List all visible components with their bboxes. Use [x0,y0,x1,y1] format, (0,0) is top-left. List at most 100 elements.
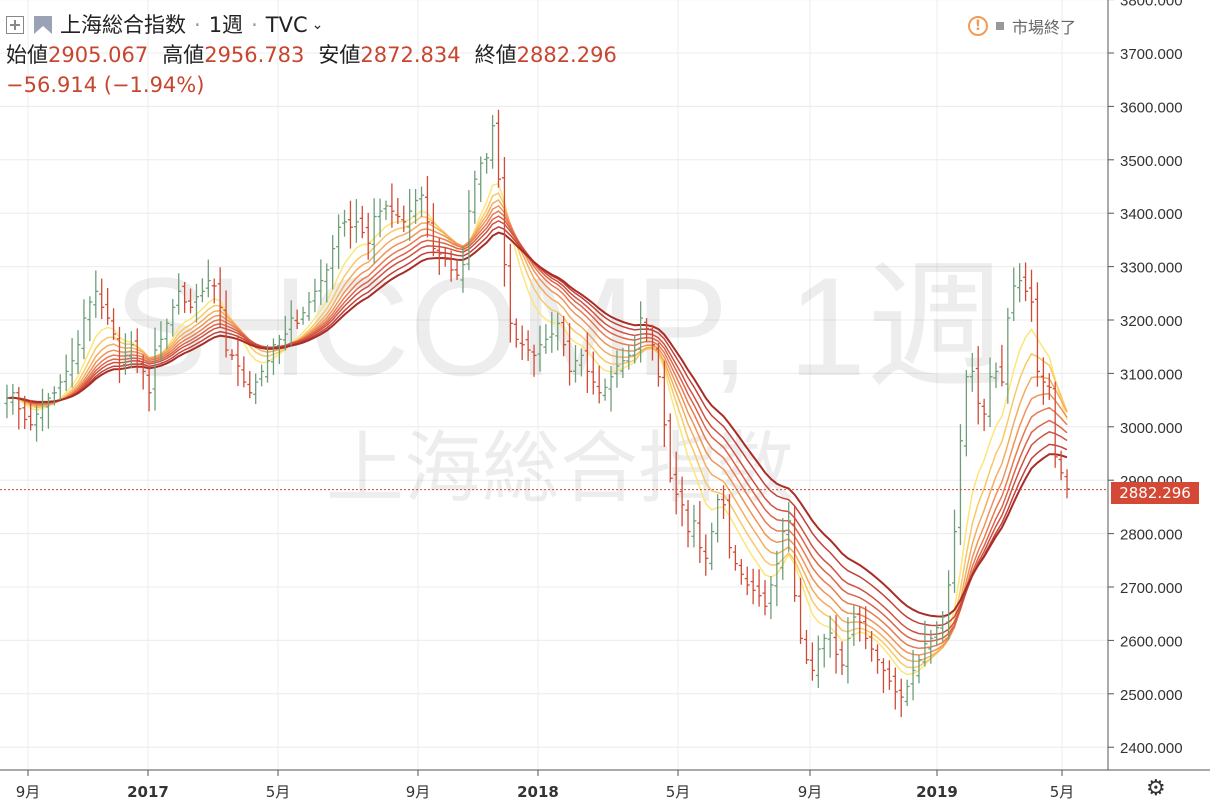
ma-line [6,215,1068,643]
ohlc-bar [1064,469,1070,499]
ohlc-bar [460,246,466,293]
ma-line [6,192,1068,669]
ohlc-bar [602,378,608,401]
time-tick-label: 5月 [666,783,691,801]
flag-icon[interactable] [34,16,52,34]
chevron-down-icon[interactable]: ⌄ [311,17,324,33]
ohlc-bar [454,259,460,281]
ohlc-bar [596,365,602,404]
time-axis-bg[interactable] [0,770,1108,806]
ohlc-bar [270,338,276,375]
price-axis[interactable]: 2400.000 2500.000 2600.000 2700.000 2800.000… [1108,0,1183,757]
open-label: 始値 [6,43,48,67]
ohlc-bar [34,405,40,442]
ohlc-bar [644,318,650,343]
ohlc-bar [963,370,969,457]
ohlc-bar [975,346,981,425]
ohlc-bar [265,344,271,383]
ohlc-bar [904,679,910,706]
ohlc-bar [199,278,205,303]
ohlc-bar [969,352,975,392]
ohlc-bar [732,545,738,571]
ohlc-bar [892,667,898,710]
exchange-label[interactable]: TVC [265,13,308,37]
ohlc-bar [638,301,644,363]
ohlc-bar [880,658,886,693]
ohlc-bar [39,388,45,432]
ohlc-bar [916,655,922,684]
open-value: 2905.067 [48,43,149,67]
ma-line [6,204,1068,656]
ohlc-bar [1023,262,1029,302]
ohlc-bar [16,386,22,430]
price-tick-label: 3300.000 [1120,260,1183,277]
ohlc-bar [780,518,786,580]
ohlc-bar [99,278,105,320]
time-tick-label: 2017 [127,783,169,801]
ohlc-bar [886,660,892,690]
ohlc-bar [1052,381,1058,468]
ohlc-bar [75,330,81,375]
price-tick-label: 2700.000 [1120,580,1183,597]
gear-icon[interactable]: ⚙ [1146,776,1166,801]
ohlc-bar [507,243,513,343]
ohlc-bar [572,345,578,383]
symbol-name[interactable]: 上海総合指数 [60,13,186,37]
ohlc-bar [525,330,531,361]
ohlc-bar [691,504,697,548]
ohlc-bar [940,611,946,642]
ohlc-bar [999,344,1005,387]
ohlc-bar [555,312,561,351]
ohlc-bar [1058,450,1064,481]
ohlc-bar [981,398,987,431]
ohlc-bar [111,308,117,340]
market-status-label: 市場終了 [1012,18,1077,37]
ohlc-bar [436,238,442,275]
ohlc-bar [430,203,436,257]
ohlc-bar [22,395,28,430]
ohlc-bar [371,198,377,264]
ohlc-bar [365,212,371,260]
ohlc-bar [845,617,851,684]
price-axis-bg[interactable] [1108,0,1210,770]
ohlc-bar [661,360,667,448]
interval-label[interactable]: 1週 [208,13,244,37]
high-value: 2956.783 [204,43,305,67]
price-tick-label: 2800.000 [1120,527,1183,544]
expand-icon[interactable] [6,16,24,34]
ohlc-bar [28,399,34,431]
ohlc-bar [140,354,146,390]
ohlc-bar [407,188,413,241]
ohlc-bar [1046,373,1052,400]
ohlc-bar [513,318,519,348]
ohlc-bar [614,350,620,388]
ohlc-bar [93,270,99,318]
price-tick-label: 2400.000 [1120,740,1183,757]
ohlc-bar [1005,307,1011,404]
ohlc-bar [182,282,188,313]
ohlc-bar [241,356,247,388]
ohlc-bar [353,199,359,243]
price-tick-label: 2600.000 [1120,633,1183,650]
ohlc-bar [756,569,762,607]
ohlc-bar [170,299,176,337]
ohlc-bar [217,267,223,328]
ohlc-bar [798,577,804,644]
ohlc-bar [910,649,916,701]
warning-icon[interactable]: ! [968,16,988,36]
ohlc-bar [531,344,537,377]
time-axis[interactable]: 9月 2017 5月 9月 2018 5月 9月 2019 5月 [16,770,1075,801]
close-value: 2882.296 [516,43,617,67]
ohlc-bar [158,321,164,363]
ohlc-bar [608,365,614,412]
time-tick-label: 2018 [517,783,559,801]
ohlc-bar [300,306,306,325]
price-tick-label: 3800.000 [1120,0,1183,10]
time-tick-label: 9月 [406,783,431,801]
market-status[interactable]: ! 市場終了 [968,14,1076,38]
price-tick-label: 3500.000 [1120,153,1183,170]
ma-line [6,231,1068,618]
ohlc-bar [655,343,661,387]
ohlc-bar [679,476,685,527]
